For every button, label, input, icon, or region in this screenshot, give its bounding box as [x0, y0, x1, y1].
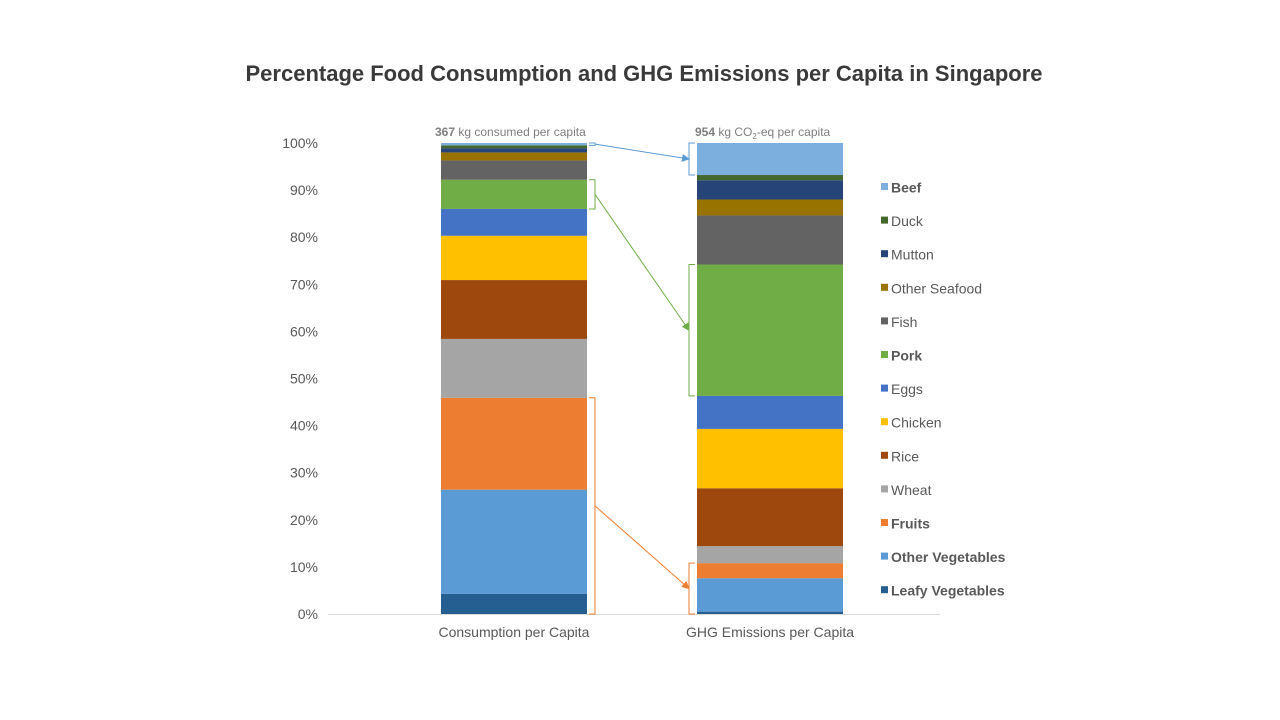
legend-label-mutton: Mutton — [891, 247, 934, 263]
bar-segment-leafy-vegetables-consumption — [441, 593, 587, 614]
legend-label-wheat: Wheat — [891, 482, 932, 498]
legend-swatch-beef — [881, 183, 888, 190]
legend-swatch-chicken — [881, 418, 888, 426]
y-tick-label-5: 50% — [290, 371, 318, 387]
bracket-right-beef — [688, 142, 695, 176]
legend-swatch-duck — [881, 216, 888, 224]
bar-segment-fruits-emissions — [697, 563, 843, 579]
consumption-total-annotation: 367 kg consumed per capita — [435, 125, 586, 139]
bar-segment-rice-consumption — [441, 280, 587, 339]
callout-arrow-fruits-vegetables — [594, 505, 690, 590]
legend-label-other-vegetables: Other Vegetables — [891, 549, 1006, 565]
legend-swatch-eggs — [881, 384, 888, 392]
legend-label-rice: Rice — [891, 448, 919, 464]
legend-label-chicken: Chicken — [891, 415, 942, 431]
chart-title: Percentage Food Consumption and GHG Emis… — [245, 61, 1043, 86]
bar-segment-other-vegetables-emissions — [697, 578, 843, 612]
callout-arrow-pork — [594, 194, 690, 332]
bracket-left-fruits-vegetables — [589, 397, 596, 615]
bar-segment-fish-consumption — [441, 160, 587, 180]
bracket-right-fruits-vegetables — [688, 562, 695, 615]
legend-label-other-seafood: Other Seafood — [891, 280, 982, 296]
y-tick-label-9: 90% — [290, 182, 318, 198]
y-tick-label-1: 10% — [290, 559, 318, 575]
y-tick-label-3: 30% — [290, 465, 318, 481]
bar-segment-fish-emissions — [697, 215, 843, 265]
legend-swatch-rice — [881, 451, 888, 459]
y-tick-label-0: 0% — [298, 606, 318, 622]
bar-segment-rice-emissions — [697, 488, 843, 547]
bar-segment-leafy-vegetables-emissions — [697, 611, 843, 614]
bar-segment-beef-emissions — [697, 143, 843, 176]
bar-segment-eggs-consumption — [441, 208, 587, 236]
bar-segment-chicken-emissions — [697, 428, 843, 489]
y-tick-label-2: 20% — [290, 512, 318, 528]
legend-label-pork: Pork — [891, 348, 922, 364]
legend-swatch-other-vegetables — [881, 552, 888, 560]
legend-swatch-fruits — [881, 519, 888, 526]
y-tick-label-6: 60% — [290, 323, 318, 339]
y-tick-label-8: 80% — [290, 229, 318, 245]
bar-segment-mutton-emissions — [697, 180, 843, 200]
bar-segment-other-seafood-consumption — [441, 152, 587, 161]
bar-segment-pork-consumption — [441, 179, 587, 209]
legend-swatch-pork — [881, 351, 888, 358]
bar-segment-duck-consumption — [441, 145, 587, 149]
legend-label-eggs: Eggs — [891, 381, 923, 397]
callout-arrow-beef — [594, 143, 690, 162]
x-category-label-0: Consumption per Capita — [439, 624, 590, 640]
bar-segment-chicken-consumption — [441, 235, 587, 281]
y-tick-label-4: 40% — [290, 418, 318, 434]
legend-swatch-fish — [881, 317, 888, 325]
legend-swatch-other-seafood — [881, 283, 888, 291]
legend-label-fruits: Fruits — [891, 516, 930, 532]
bar-segment-wheat-emissions — [697, 546, 843, 564]
legend-label-duck: Duck — [891, 213, 924, 229]
bracket-right-pork — [688, 264, 695, 397]
bar-segment-duck-emissions — [697, 175, 843, 181]
legend-label-beef: Beef — [891, 180, 922, 196]
bar-segment-other-seafood-emissions — [697, 199, 843, 216]
legend-swatch-leafy-vegetables — [881, 586, 888, 594]
bar-segment-beef-consumption — [441, 143, 587, 146]
y-tick-label-7: 70% — [290, 276, 318, 292]
emissions-total-annotation: 954 kg CO2-eq per capita — [695, 125, 831, 141]
legend-swatch-mutton — [881, 250, 888, 258]
legend-label-fish: Fish — [891, 314, 917, 330]
bar-segment-pork-emissions — [697, 264, 843, 396]
bar-segment-wheat-consumption — [441, 338, 587, 398]
legend-swatch-wheat — [881, 485, 888, 493]
bar-segment-mutton-consumption — [441, 148, 587, 153]
x-category-label-1: GHG Emissions per Capita — [686, 624, 854, 640]
bar-segment-other-vegetables-consumption — [441, 489, 587, 594]
bar-segment-eggs-emissions — [697, 395, 843, 429]
legend-label-leafy-vegetables: Leafy Vegetables — [891, 583, 1005, 599]
bracket-left-beef — [589, 142, 596, 146]
bracket-left-pork — [589, 179, 596, 210]
bar-segment-fruits-consumption — [441, 397, 587, 490]
y-tick-label-10: 100% — [282, 135, 318, 151]
